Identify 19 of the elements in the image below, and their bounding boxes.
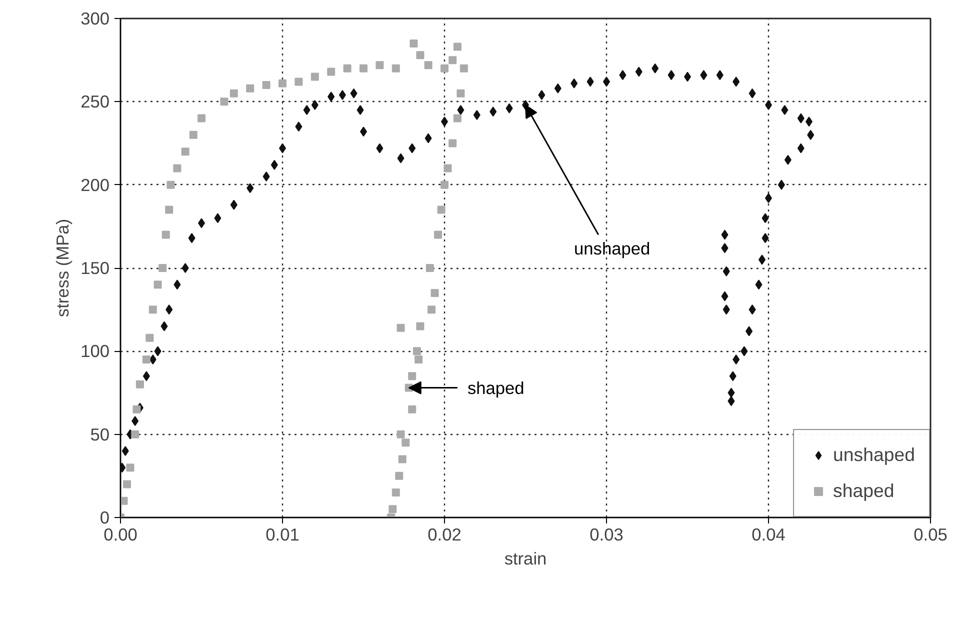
y-tick-label: 250 — [80, 92, 110, 112]
y-axis-title: stress (MPa) — [52, 218, 73, 318]
x-tick-label: 0.05 — [914, 524, 948, 544]
x-tick-label: 0.03 — [590, 524, 624, 544]
x-tick-label: 0.04 — [752, 524, 786, 544]
y-tick-label: 50 — [90, 424, 110, 444]
x-axis-title: strain — [504, 548, 547, 568]
x-tick-label: 0.01 — [266, 524, 300, 544]
y-tick-label: 0 — [100, 508, 110, 528]
y-tick-label: 300 — [80, 8, 110, 28]
legend-label: shaped — [833, 480, 894, 502]
y-tick-label: 100 — [80, 341, 110, 362]
y-tick-label: 150 — [80, 258, 110, 278]
y-tick-label: 200 — [80, 174, 110, 195]
x-tick-label: 0.00 — [104, 524, 138, 544]
annotation: shaped — [467, 378, 524, 398]
legend-label: unshaped — [833, 444, 915, 466]
x-tick-label: 0.02 — [428, 524, 462, 544]
annotation: unshaped — [574, 238, 650, 259]
